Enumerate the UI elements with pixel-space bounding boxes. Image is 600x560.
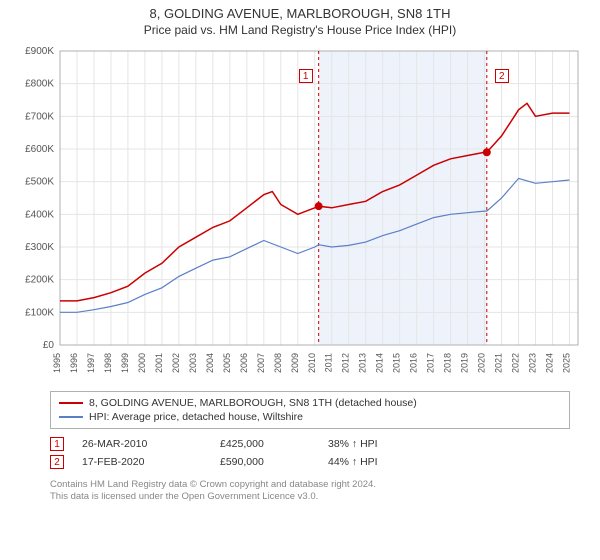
sale-marker-badge: 2	[495, 69, 509, 83]
legend-row: 8, GOLDING AVENUE, MARLBOROUGH, SN8 1TH …	[59, 396, 561, 410]
svg-text:2017: 2017	[426, 353, 436, 373]
footer-line: Contains HM Land Registry data © Crown c…	[50, 479, 570, 491]
svg-text:£700K: £700K	[25, 111, 54, 122]
title-block: 8, GOLDING AVENUE, MARLBOROUGH, SN8 1TH …	[0, 0, 600, 37]
svg-text:2009: 2009	[290, 353, 300, 373]
svg-text:£200K: £200K	[25, 275, 54, 286]
sale-pct-vs-hpi: 38% ↑ HPI	[328, 438, 438, 450]
svg-text:2007: 2007	[256, 353, 266, 373]
page-subtitle: Price paid vs. HM Land Registry's House …	[0, 23, 600, 37]
page-title: 8, GOLDING AVENUE, MARLBOROUGH, SN8 1TH	[0, 6, 600, 21]
svg-text:2019: 2019	[460, 353, 470, 373]
legend-label: HPI: Average price, detached house, Wilt…	[89, 411, 303, 423]
price-chart: £0 £100K £200K £300K £400K £500K £600K £700K £80…	[12, 45, 588, 385]
svg-text:2022: 2022	[511, 353, 521, 373]
svg-text:2003: 2003	[188, 353, 198, 373]
legend-row: HPI: Average price, detached house, Wilt…	[59, 410, 561, 424]
svg-text:1995: 1995	[52, 353, 62, 373]
sale-marker-badge: 1	[299, 69, 313, 83]
svg-text:2010: 2010	[307, 353, 317, 373]
svg-text:£800K: £800K	[25, 79, 54, 90]
svg-text:1998: 1998	[103, 353, 113, 373]
sale-row: 1 26-MAR-2010 £425,000 38% ↑ HPI	[50, 435, 570, 453]
svg-text:2020: 2020	[477, 353, 487, 373]
svg-text:£100K: £100K	[25, 307, 54, 318]
svg-text:2006: 2006	[239, 353, 249, 373]
footer-line: This data is licensed under the Open Gov…	[50, 491, 570, 503]
svg-text:2000: 2000	[137, 353, 147, 373]
sale-date: 26-MAR-2010	[82, 438, 202, 450]
svg-text:2005: 2005	[222, 353, 232, 373]
sale-row: 2 17-FEB-2020 £590,000 44% ↑ HPI	[50, 453, 570, 471]
sale-pct-vs-hpi: 44% ↑ HPI	[328, 456, 438, 468]
legend-label: 8, GOLDING AVENUE, MARLBOROUGH, SN8 1TH …	[89, 397, 417, 409]
sale-date: 17-FEB-2020	[82, 456, 202, 468]
svg-text:2002: 2002	[171, 353, 181, 373]
legend-swatch	[59, 402, 83, 404]
svg-text:2001: 2001	[154, 353, 164, 373]
svg-text:1996: 1996	[69, 353, 79, 373]
attribution-footer: Contains HM Land Registry data © Crown c…	[50, 479, 570, 504]
svg-text:2025: 2025	[562, 353, 572, 373]
svg-text:2016: 2016	[409, 353, 419, 373]
svg-text:2021: 2021	[494, 353, 504, 373]
svg-text:2004: 2004	[205, 353, 215, 373]
svg-text:£500K: £500K	[25, 177, 54, 188]
svg-text:£600K: £600K	[25, 144, 54, 155]
svg-text:2011: 2011	[324, 353, 334, 372]
sale-price: £425,000	[220, 438, 310, 450]
svg-text:2014: 2014	[375, 353, 385, 373]
sale-price: £590,000	[220, 456, 310, 468]
legend-swatch	[59, 416, 83, 418]
sales-table: 1 26-MAR-2010 £425,000 38% ↑ HPI 2 17-FEB-202…	[50, 435, 570, 471]
svg-text:2015: 2015	[392, 353, 402, 373]
svg-text:2013: 2013	[358, 353, 368, 373]
legend: 8, GOLDING AVENUE, MARLBOROUGH, SN8 1TH …	[50, 391, 570, 429]
svg-text:£400K: £400K	[25, 209, 54, 220]
svg-text:2008: 2008	[273, 353, 283, 373]
svg-text:1997: 1997	[86, 353, 96, 373]
sale-badge: 2	[50, 455, 64, 469]
svg-text:£900K: £900K	[25, 46, 54, 57]
svg-text:£0: £0	[43, 340, 55, 351]
svg-text:£300K: £300K	[25, 242, 54, 253]
svg-text:2012: 2012	[341, 353, 351, 373]
svg-text:2018: 2018	[443, 353, 453, 373]
sale-badge: 1	[50, 437, 64, 451]
svg-text:1999: 1999	[120, 353, 130, 373]
chart-container: £0 £100K £200K £300K £400K £500K £600K £700K £80…	[12, 45, 588, 385]
svg-text:2024: 2024	[545, 353, 555, 373]
svg-text:2023: 2023	[528, 353, 538, 373]
